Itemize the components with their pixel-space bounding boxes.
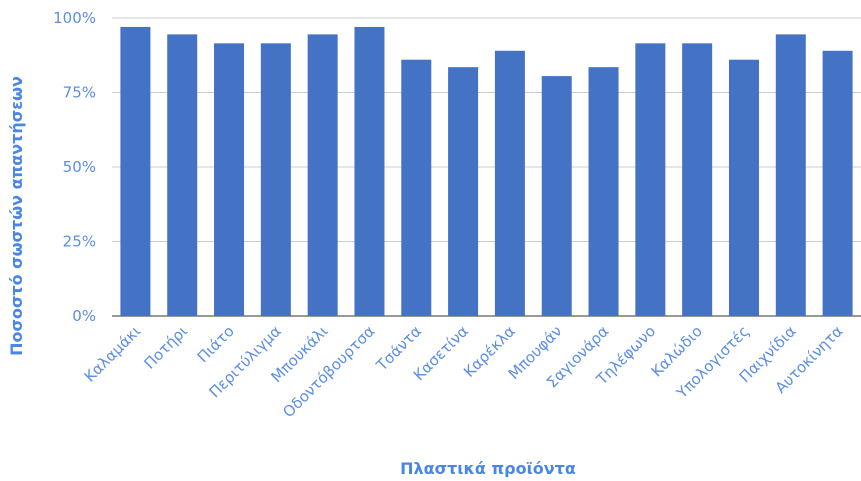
- bar: [682, 43, 713, 317]
- y-axis-ticks: 0% 25% 50% 75% 100%: [53, 9, 96, 325]
- bar: [167, 34, 198, 316]
- bar: [354, 26, 385, 316]
- bar: [775, 34, 806, 316]
- bar: [448, 67, 479, 316]
- x-tick-label: Καλαμάκι: [81, 322, 145, 386]
- x-tick-label: Ποτήρι: [140, 322, 191, 373]
- bar: [494, 50, 525, 316]
- y-tick-label: 25%: [63, 233, 96, 251]
- y-tick-label: 0%: [72, 307, 96, 325]
- bars: [120, 26, 853, 317]
- bar: [541, 76, 572, 316]
- bar: [588, 67, 619, 316]
- bar: [822, 50, 853, 316]
- x-axis-title: Πλαστικά προϊόντα: [400, 459, 576, 477]
- y-tick-label: 75%: [63, 84, 96, 102]
- bar: [728, 59, 759, 316]
- bar: [635, 43, 666, 317]
- bar: [401, 59, 432, 316]
- x-tick-label: Πιάτο: [194, 322, 238, 366]
- y-axis-title: Ποσοστό σωστών απαντήσεων: [7, 76, 26, 356]
- y-tick-label: 100%: [53, 9, 96, 27]
- bar: [307, 34, 338, 316]
- bar: [260, 43, 291, 317]
- bar: [214, 43, 245, 317]
- y-tick-label: 50%: [63, 158, 96, 176]
- bar: [120, 26, 151, 316]
